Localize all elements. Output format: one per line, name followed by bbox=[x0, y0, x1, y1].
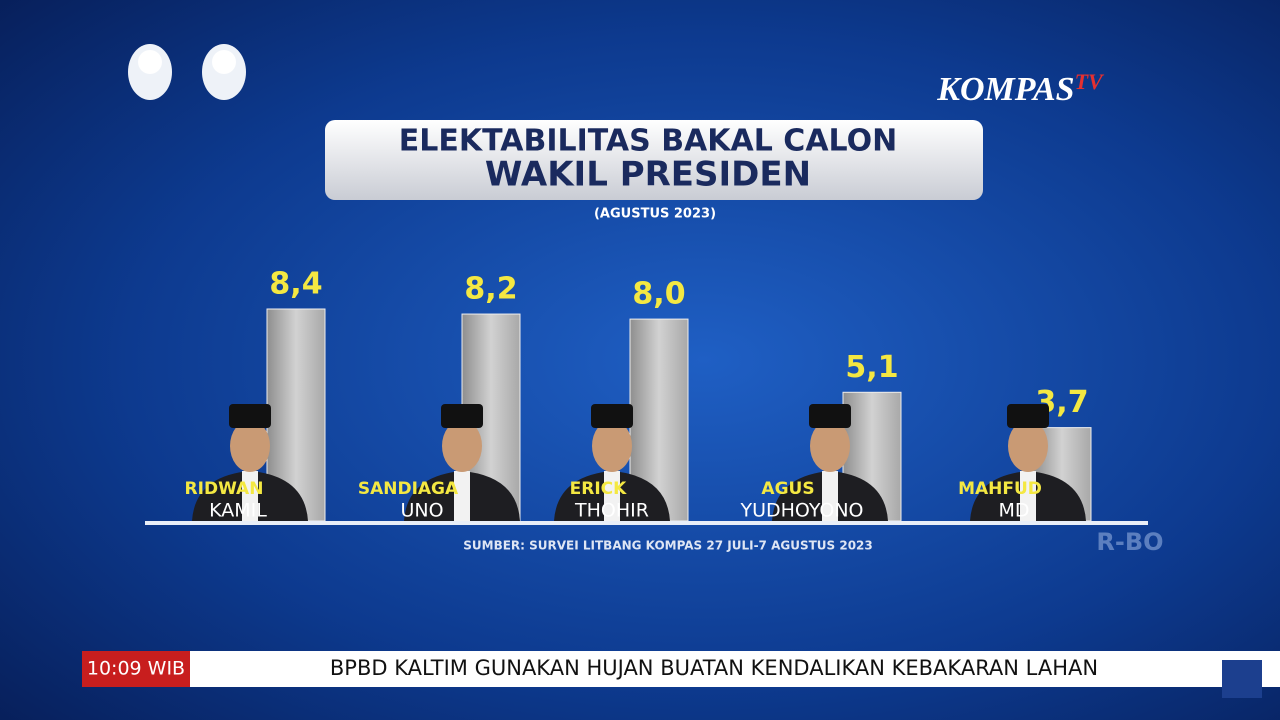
time-box bbox=[82, 651, 190, 687]
category-label: SANDIAGA bbox=[358, 479, 459, 499]
chart-subtitle: (AGUSTUS 2023) bbox=[594, 207, 716, 222]
category-label: MD bbox=[998, 500, 1029, 522]
value-label: 8,4 bbox=[269, 267, 322, 302]
category-label: ERICK bbox=[570, 479, 628, 499]
photo-cap bbox=[809, 404, 851, 428]
photo-shirt bbox=[242, 471, 258, 521]
logo: KOMPASTV bbox=[936, 69, 1105, 108]
photo-face bbox=[442, 420, 482, 472]
category-label: UNO bbox=[400, 500, 443, 522]
category-label: RIDWAN bbox=[185, 479, 264, 499]
watermark: R-BO bbox=[1096, 528, 1163, 556]
photo bbox=[192, 404, 308, 521]
photo-cap bbox=[591, 404, 633, 428]
photo-cap bbox=[1007, 404, 1049, 428]
category-label: AGUS bbox=[761, 479, 814, 499]
value-label: 8,2 bbox=[464, 272, 517, 307]
ticker-logo bbox=[1222, 660, 1262, 698]
title-box bbox=[325, 120, 983, 200]
photo-shirt bbox=[454, 471, 470, 521]
category-label: THOHIR bbox=[574, 500, 649, 522]
category-label: MAHFUD bbox=[958, 479, 1042, 499]
chart-title: ELEKTABILITAS BAKAL CALON bbox=[399, 124, 897, 159]
photo-cap bbox=[441, 404, 483, 428]
category-label: KAMIL bbox=[209, 500, 267, 522]
ticker-headline: BPBD KALTIM GUNAKAN HUJAN BUATAN KENDALI… bbox=[330, 656, 1098, 680]
photo-face bbox=[1008, 420, 1048, 472]
photo-face bbox=[230, 420, 270, 472]
value-label: 5,1 bbox=[845, 350, 898, 385]
ticker-bar bbox=[190, 651, 1280, 687]
time: 10:09 WIB bbox=[87, 658, 185, 680]
photo bbox=[404, 404, 520, 521]
photo-shirt bbox=[1020, 471, 1036, 521]
photo-shirt bbox=[604, 471, 620, 521]
source: SUMBER: SURVEI LITBANG KOMPAS 27 JULI-7 … bbox=[463, 539, 873, 553]
photo-shirt bbox=[822, 471, 838, 521]
photo bbox=[970, 404, 1086, 521]
photo-face bbox=[592, 420, 632, 472]
photo-cap bbox=[229, 404, 271, 428]
photo bbox=[772, 404, 888, 521]
chart-title: WAKIL PRESIDEN bbox=[485, 155, 811, 195]
category-label: YUDHOYONO bbox=[739, 500, 863, 522]
photo bbox=[554, 404, 670, 521]
photo-face bbox=[810, 420, 850, 472]
mascots bbox=[128, 44, 246, 100]
value-label: 8,0 bbox=[632, 277, 685, 312]
